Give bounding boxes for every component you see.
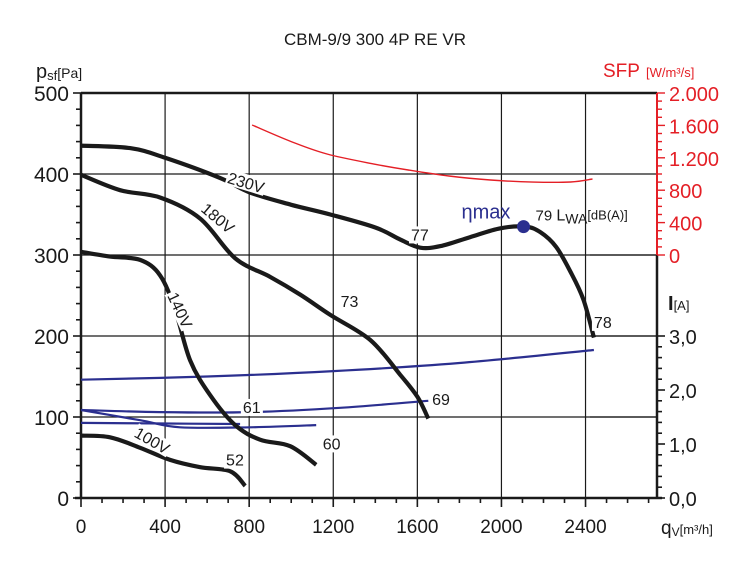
current-axis-label-main: I <box>668 293 674 315</box>
y-axis-label-unit: [Pa] <box>57 65 82 81</box>
sfp-tick-label: 1.600 <box>669 116 719 138</box>
curve-label-bg <box>164 288 196 332</box>
x-tick-label: 0 <box>76 517 87 538</box>
svg-text:I[A]: I[A] <box>668 293 689 315</box>
svg-text:qV[m³/h]: qV[m³/h] <box>661 518 713 539</box>
pressure-curve-180v <box>80 172 431 420</box>
x-tick-label: 400 <box>149 517 181 538</box>
lwa-label: 79 LWA[dB(A)] <box>536 208 628 227</box>
current-layer <box>80 348 595 429</box>
noise-label-bg <box>338 292 361 310</box>
current-tick-label: 1,0 <box>669 435 697 457</box>
sfp-layer <box>251 124 593 184</box>
pressure-curve-100v <box>80 433 247 488</box>
noise-level-label: 77 <box>411 227 429 244</box>
current-curve-i-230v <box>80 348 595 381</box>
lwa-symbol: L <box>556 208 565 225</box>
y-axis-label-sub: sf <box>47 68 58 83</box>
x-axis-label-sub: V <box>672 525 680 539</box>
noise-level-label: 52 <box>226 453 244 470</box>
x-tick-label: 2000 <box>480 517 522 538</box>
x-tick-label: 1200 <box>312 517 354 538</box>
noise-label-bg <box>409 226 432 244</box>
current-tick-label: 3,0 <box>669 327 697 349</box>
x-tick-label: 1600 <box>396 517 438 538</box>
x-axis-label-unit: [m³/h] <box>680 522 713 537</box>
x-axis-label: qV[m³/h] <box>661 518 713 539</box>
noise-level-label: 73 <box>341 294 359 311</box>
lwa-value: 79 <box>536 208 557 225</box>
x-tick-label: 2400 <box>564 517 606 538</box>
y-tick-label: 100 <box>34 407 69 430</box>
curve-label-140v: 140V <box>163 290 194 331</box>
curve-label-bg <box>224 168 268 196</box>
y-tick-label: 300 <box>34 245 69 268</box>
noise-label-bg <box>591 313 614 331</box>
sfp-tick-label: 800 <box>669 181 702 203</box>
y-tick-label: 400 <box>34 164 69 187</box>
y-axis-label: psf[Pa] <box>36 61 82 83</box>
lwa-sub: WA <box>565 211 588 227</box>
sfp-axis-label-unit: [W/m³/s] <box>646 65 694 80</box>
current-axis-label: I[A] <box>668 293 689 315</box>
eta-max-point <box>517 220 531 234</box>
current-tick-label: 2,0 <box>669 381 697 403</box>
noise-level-label: 69 <box>432 392 450 409</box>
noise-level-label: 61 <box>243 400 261 417</box>
y-axis-label-main: p <box>36 61 47 83</box>
lwa-unit: [dB(A)] <box>587 208 627 223</box>
current-tick-label: 0,0 <box>669 489 697 511</box>
sfp-tick-label: 1.200 <box>669 149 719 171</box>
svg-text:SFP[W/m³/s]: SFP [W/m³/s] <box>603 61 694 82</box>
y-tick-label: 200 <box>34 326 69 349</box>
noise-label-bg <box>240 398 263 416</box>
x-tick-label: 800 <box>233 517 265 538</box>
sfp-tick-label: 400 <box>669 214 702 236</box>
grid <box>81 93 657 498</box>
noise-level-label: 78 <box>594 315 612 332</box>
ticks: 0 100 200 300 400 500 0 400 800 1200 1600 2000 2400 0… <box>34 83 719 538</box>
chart-title: CBM-9/9 300 4P RE VR <box>284 30 466 49</box>
curve-label-bg <box>131 423 174 458</box>
eta-max-label: ηmax <box>462 202 511 224</box>
pressure-curve-230v <box>80 143 596 339</box>
y-tick-label: 0 <box>57 488 69 511</box>
noise-label-bg <box>224 451 247 469</box>
curve-label-bg <box>197 198 239 237</box>
y-tick-label: 500 <box>34 83 69 106</box>
noise-label-bg <box>430 390 453 408</box>
current-curve-i-140v <box>80 408 317 429</box>
noise-label-bg <box>320 435 343 453</box>
sfp-tick-label: 2.000 <box>669 84 719 106</box>
svg-text:psf[Pa]: psf[Pa] <box>36 61 82 83</box>
sfp-curve <box>251 124 593 184</box>
noise-level-label: 60 <box>323 436 341 453</box>
pressure-layer <box>80 143 596 488</box>
sfp-tick-label: 0 <box>669 246 680 268</box>
current-axis-label-unit: [A] <box>674 298 690 313</box>
x-axis-label-main: q <box>661 518 672 539</box>
pressure-curve-140v <box>80 249 318 467</box>
current-curve-i-100v <box>80 421 241 426</box>
sfp-axis-label: SFP [W/m³/s] <box>603 61 694 82</box>
sfp-axis-label-main: SFP <box>603 61 640 82</box>
